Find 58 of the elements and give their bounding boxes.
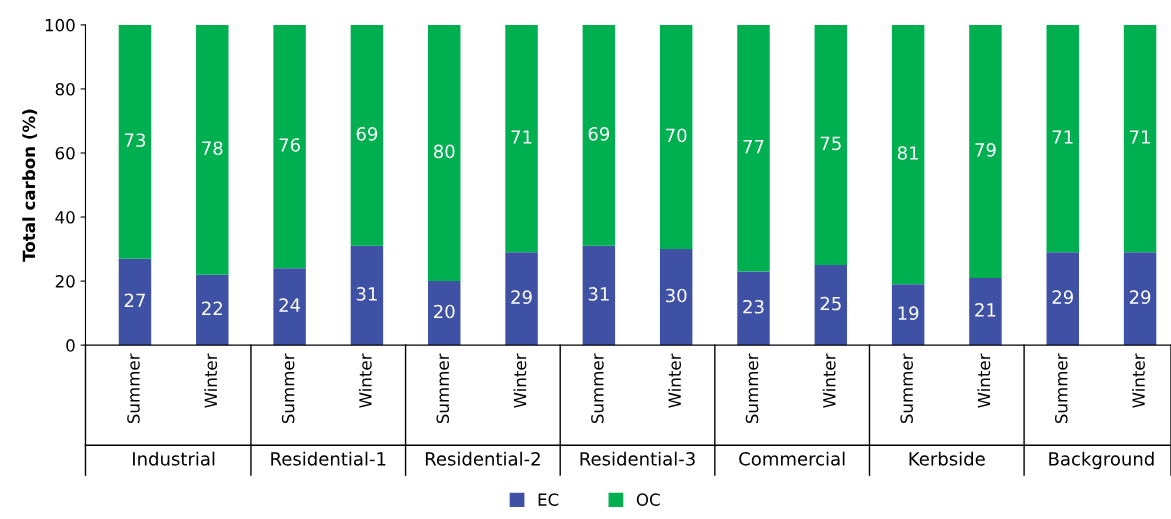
text: Residential-1 <box>271 451 386 466</box>
data-label: 29 <box>1052 290 1073 304</box>
data-label: 80 <box>433 144 455 159</box>
data-label: 29 <box>1129 290 1151 304</box>
data-label: 21 <box>975 303 996 317</box>
y-tick-label: 40 <box>55 211 75 224</box>
data-label: 69 <box>356 126 378 141</box>
data-label: 31 <box>588 287 609 301</box>
data-label: 29 <box>511 290 532 304</box>
data-label: 20 <box>434 304 455 319</box>
data-label: 22 <box>202 301 222 315</box>
text: Residential-2 <box>425 451 540 466</box>
y-tick-label: 60 <box>55 146 75 160</box>
data-label: 27 <box>124 293 145 307</box>
x-tick-label: Summer <box>281 353 295 424</box>
text: Background <box>1049 451 1154 470</box>
x-tick-label: Summer <box>1054 353 1068 424</box>
x-tick-label: Winter <box>513 353 527 408</box>
text: Kerbside <box>909 451 985 466</box>
x-tick-label: Winter <box>668 353 682 408</box>
data-label: 71 <box>511 130 532 144</box>
data-label: 71 <box>1130 130 1150 144</box>
x-tick-label: Winter <box>977 353 991 408</box>
data-label: 76 <box>279 138 300 152</box>
y-tick-label: 100 <box>45 18 75 32</box>
data-label: 79 <box>975 142 996 157</box>
data-label: 25 <box>820 296 841 311</box>
y-axis-title: Total carbon (%) <box>22 109 38 262</box>
y-tick-label: 20 <box>55 275 75 288</box>
x-tick-label: Summer <box>436 353 450 424</box>
text: Industrial <box>133 451 215 466</box>
data-label: 71 <box>1052 130 1073 144</box>
x-tick-label: Winter <box>1132 353 1145 408</box>
legend-label: OC <box>636 493 660 506</box>
x-tick-label: Summer <box>900 353 913 424</box>
x-tick-label: Winter <box>822 353 836 408</box>
data-label: 69 <box>588 126 610 141</box>
text: Commercial <box>739 451 845 466</box>
data-label: 19 <box>898 306 919 320</box>
text: Residential-3 <box>580 451 695 466</box>
data-label: 30 <box>666 288 687 303</box>
data-label: 78 <box>202 141 223 156</box>
data-label: 31 <box>356 287 377 301</box>
y-tick-label: 0 <box>66 339 75 352</box>
data-label: 77 <box>743 140 764 154</box>
data-label: 73 <box>124 133 146 148</box>
data-label: 23 <box>743 299 764 314</box>
y-tick-label: 80 <box>55 82 75 96</box>
data-label: 75 <box>820 136 841 151</box>
data-label: 70 <box>666 128 687 143</box>
data-label: 81 <box>897 146 918 160</box>
data-label: 24 <box>279 298 301 312</box>
x-tick-label: Winter <box>204 353 218 408</box>
legend-label: EC <box>538 493 559 506</box>
x-tick-label: Summer <box>745 353 759 424</box>
x-tick-label: Summer <box>127 353 140 424</box>
x-tick-label: Summer <box>591 353 604 424</box>
x-tick-label: Winter <box>358 353 372 408</box>
